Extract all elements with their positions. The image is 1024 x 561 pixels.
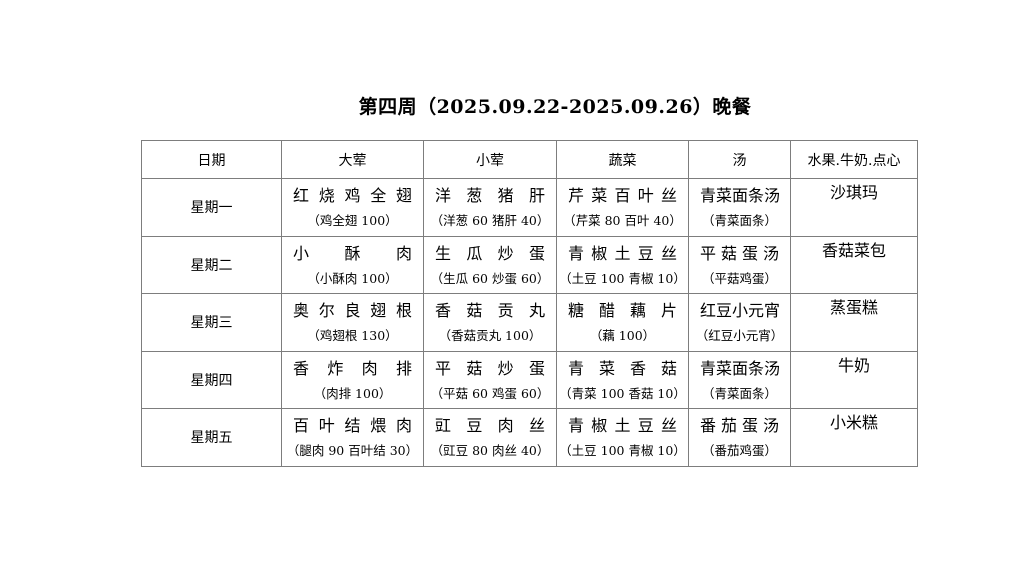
- header-date: 日期: [141, 140, 282, 179]
- day-cell: 星期四: [141, 350, 282, 409]
- dish-detail: （土豆 100 青椒 10）: [559, 270, 686, 286]
- dish-name: 青椒土豆丝: [568, 416, 677, 436]
- dish-detail: （豇豆 80 肉丝 40）: [430, 443, 550, 459]
- table-row-monday: 星期一 红烧鸡全翅 （鸡全翅 100） 洋葱猪肝 （洋葱 60 猪肝 40） 芹…: [141, 178, 918, 237]
- dish-cell: 小酥肉 （小酥肉 100）: [281, 235, 424, 294]
- dish-cell: 豇豆肉丝 （豇豆 80 肉丝 40）: [423, 408, 557, 467]
- dish-detail: （腿肉 90 百叶结 30）: [286, 443, 419, 459]
- dish-name: 奥尔良翅根: [293, 301, 412, 321]
- dish-name: 芹菜百叶丝: [568, 186, 677, 206]
- dish-detail: （土豆 100 青椒 10）: [559, 443, 686, 459]
- dish-name: 洋葱猪肝: [435, 186, 545, 206]
- day-cell: 星期一: [141, 178, 282, 237]
- dish-cell: 香菇贡丸 （香菇贡丸 100）: [423, 293, 557, 352]
- dish-detail: （肉排 100）: [313, 385, 392, 401]
- snack-cell: 沙琪玛: [790, 178, 918, 237]
- dish-cell: 青菜面条汤 （青菜面条）: [688, 178, 791, 237]
- snack-cell: 蒸蛋糕: [790, 293, 918, 352]
- dish-detail: （小酥肉 100）: [307, 270, 398, 286]
- dish-cell: 青菜面条汤 （青菜面条）: [688, 350, 791, 409]
- header-vegetable: 蔬菜: [556, 140, 689, 179]
- dish-name: 平菇炒蛋: [435, 358, 545, 378]
- dish-cell: 芹菜百叶丝 （芹菜 80 百叶 40）: [556, 178, 689, 237]
- header-soup: 汤: [688, 140, 791, 179]
- dish-name: 香炸肉排: [293, 358, 412, 378]
- header-fruit-milk-snack: 水果.牛奶.点心: [790, 140, 918, 179]
- dish-detail: （红豆小元宵）: [695, 328, 784, 344]
- dish-detail: （鸡全翅 100）: [307, 213, 398, 229]
- dish-cell: 红豆小元宵 （红豆小元宵）: [688, 293, 791, 352]
- dish-name: 青菜面条汤: [700, 358, 781, 378]
- dish-detail: （藕 100）: [589, 328, 656, 344]
- table-row-friday: 星期五 百叶结煨肉 （腿肉 90 百叶结 30） 豇豆肉丝 （豇豆 80 肉丝 …: [141, 408, 918, 467]
- snack-cell: 牛奶: [790, 350, 918, 409]
- dish-cell: 洋葱猪肝 （洋葱 60 猪肝 40）: [423, 178, 557, 237]
- dish-detail: （青菜面条）: [701, 213, 777, 229]
- dish-detail: （平菇鸡蛋）: [701, 270, 777, 286]
- dish-name: 平菇蛋汤: [700, 243, 779, 263]
- dish-cell: 生瓜炒蛋 （生瓜 60 炒蛋 60）: [423, 235, 557, 294]
- dish-detail: （香菇贡丸 100）: [438, 328, 542, 344]
- table-row-thursday: 星期四 香炸肉排 （肉排 100） 平菇炒蛋 （平菇 60 鸡蛋 60） 青菜香…: [141, 350, 918, 409]
- menu-table: 日期 大荤 小荤 蔬菜 汤 水果.牛奶.点心 星期一 红烧鸡全翅 （鸡全翅 10…: [141, 140, 918, 467]
- dish-name: 香菇贡丸: [435, 301, 545, 321]
- dish-name: 红豆小元宵: [700, 301, 781, 321]
- header-row: 日期 大荤 小荤 蔬菜 汤 水果.牛奶.点心: [141, 140, 918, 179]
- dish-name: 番茄蛋汤: [700, 416, 779, 436]
- dish-cell: 番茄蛋汤 （番茄鸡蛋）: [688, 408, 791, 467]
- dish-cell: 糖醋藕片 （藕 100）: [556, 293, 689, 352]
- dish-cell: 平菇炒蛋 （平菇 60 鸡蛋 60）: [423, 350, 557, 409]
- dish-detail: （鸡翅根 130）: [307, 328, 398, 344]
- table-row-tuesday: 星期二 小酥肉 （小酥肉 100） 生瓜炒蛋 （生瓜 60 炒蛋 60） 青椒土…: [141, 235, 918, 294]
- dish-detail: （芹菜 80 百叶 40）: [563, 213, 682, 229]
- dish-name: 糖醋藕片: [568, 301, 677, 321]
- dish-detail: （青菜面条）: [701, 385, 777, 401]
- dish-name: 青椒土豆丝: [568, 243, 677, 263]
- dish-cell: 平菇蛋汤 （平菇鸡蛋）: [688, 235, 791, 294]
- dish-name: 青菜面条汤: [700, 186, 781, 206]
- dish-cell: 百叶结煨肉 （腿肉 90 百叶结 30）: [281, 408, 424, 467]
- dish-name: 青菜香菇: [568, 358, 677, 378]
- dish-cell: 青菜香菇 （青菜 100 香菇 10）: [556, 350, 689, 409]
- dish-cell: 香炸肉排 （肉排 100）: [281, 350, 424, 409]
- dish-cell: 青椒土豆丝 （土豆 100 青椒 10）: [556, 235, 689, 294]
- dish-name: 豇豆肉丝: [435, 416, 545, 436]
- dish-name: 小酥肉: [293, 243, 412, 263]
- dish-name: 红烧鸡全翅: [293, 186, 412, 206]
- day-cell: 星期三: [141, 293, 282, 352]
- dish-name: 百叶结煨肉: [293, 416, 412, 436]
- table-row-wednesday: 星期三 奥尔良翅根 （鸡翅根 130） 香菇贡丸 （香菇贡丸 100） 糖醋藕片…: [141, 293, 918, 352]
- dish-name: 生瓜炒蛋: [435, 243, 545, 263]
- dish-cell: 青椒土豆丝 （土豆 100 青椒 10）: [556, 408, 689, 467]
- snack-cell: 小米糕: [790, 408, 918, 467]
- dish-detail: （平菇 60 鸡蛋 60）: [430, 385, 550, 401]
- header-small-meat: 小荤: [423, 140, 557, 179]
- dish-detail: （生瓜 60 炒蛋 60）: [430, 270, 550, 286]
- dish-cell: 红烧鸡全翅 （鸡全翅 100）: [281, 178, 424, 237]
- dish-detail: （青菜 100 香菇 10）: [559, 385, 686, 401]
- dish-detail: （洋葱 60 猪肝 40）: [430, 213, 550, 229]
- snack-cell: 香菇菜包: [790, 235, 918, 294]
- page-title: 第四周（2025.09.22-2025.09.26）晚餐: [358, 96, 752, 118]
- day-cell: 星期五: [141, 408, 282, 467]
- dish-detail: （番茄鸡蛋）: [701, 443, 777, 459]
- day-cell: 星期二: [141, 235, 282, 294]
- dish-cell: 奥尔良翅根 （鸡翅根 130）: [281, 293, 424, 352]
- header-main-meat: 大荤: [281, 140, 424, 179]
